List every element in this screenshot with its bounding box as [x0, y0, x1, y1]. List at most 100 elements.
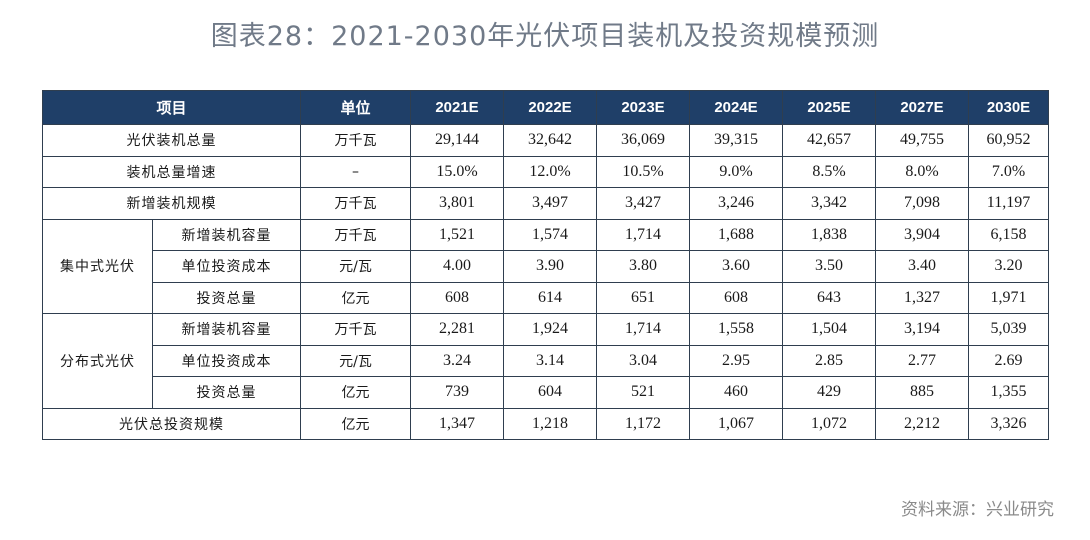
- value-cell: 1,688: [689, 218, 783, 251]
- unit-cell: 万千瓦: [300, 187, 411, 220]
- source-note: 资料来源：兴业研究: [901, 500, 1054, 520]
- row-label: 投资总量: [152, 376, 301, 409]
- value-cell: 1,714: [596, 313, 690, 346]
- value-cell: 3.60: [689, 250, 783, 283]
- value-cell: 7.0%: [968, 155, 1049, 188]
- table-row: 投资总量 亿元 608 614 651 608 643 1,327 1,971: [43, 281, 1049, 314]
- value-cell: 608: [410, 281, 504, 314]
- value-cell: 1,218: [503, 407, 597, 440]
- value-cell: 3,342: [782, 187, 876, 220]
- header-row: 项目 单位 2021E 2022E 2023E 2024E 2025E 2027E 2030E: [42, 90, 1049, 125]
- value-cell: 2,212: [875, 407, 969, 440]
- header-cell: 2024E: [689, 90, 783, 125]
- table-row: 投资总量 亿元 739 604 521 460 429 885 1,355: [43, 376, 1049, 409]
- header-cell: 项目: [42, 90, 301, 125]
- group-label: 分布式光伏: [42, 313, 153, 409]
- value-cell: 651: [596, 281, 690, 314]
- value-cell: 36,069: [596, 124, 690, 157]
- value-cell: 11,197: [968, 187, 1049, 220]
- value-cell: 2,281: [410, 313, 504, 346]
- value-cell: 3,801: [410, 187, 504, 220]
- header-cell: 2025E: [782, 90, 876, 125]
- row-label: 单位投资成本: [152, 344, 301, 377]
- unit-cell: 万千瓦: [300, 313, 411, 346]
- value-cell: 2.69: [968, 344, 1049, 377]
- table-body: 项目 单位 2021E 2022E 2023E 2024E 2025E 2027E 2030E 光…: [42, 90, 1049, 440]
- value-cell: 521: [596, 376, 690, 409]
- value-cell: 1,838: [782, 218, 876, 251]
- unit-cell: –: [300, 155, 411, 188]
- value-cell: 29,144: [410, 124, 504, 157]
- header-cell: 2023E: [596, 90, 690, 125]
- value-cell: 8.5%: [782, 155, 876, 188]
- value-cell: 4.00: [410, 250, 504, 283]
- unit-cell: 亿元: [300, 376, 411, 409]
- table-row: 新增装机规模 万千瓦 3,801 3,497 3,427 3,246 3,342 7,098 1…: [42, 187, 1049, 220]
- forecast-table: 项目 单位 2021E 2022E 2023E 2024E 2025E 2027E 2030E 光…: [42, 90, 1049, 440]
- value-cell: 42,657: [782, 124, 876, 157]
- value-cell: 1,327: [875, 281, 969, 314]
- page-title: 图表28：2021-2030年光伏项目装机及投资规模预测: [210, 21, 880, 52]
- value-cell: 3,326: [968, 407, 1049, 440]
- row-label: 新增装机规模: [42, 187, 301, 220]
- value-cell: 3,427: [596, 187, 690, 220]
- value-cell: 3.50: [782, 250, 876, 283]
- value-cell: 1,521: [410, 218, 504, 251]
- value-cell: 3.80: [596, 250, 690, 283]
- value-cell: 39,315: [689, 124, 783, 157]
- value-cell: 3,194: [875, 313, 969, 346]
- unit-cell: 元/瓦: [300, 250, 411, 283]
- header-cell: 单位: [300, 90, 411, 125]
- header-cell: 2021E: [410, 90, 504, 125]
- value-cell: 614: [503, 281, 597, 314]
- value-cell: 643: [782, 281, 876, 314]
- value-cell: 6,158: [968, 218, 1049, 251]
- row-label: 投资总量: [152, 281, 301, 314]
- unit-cell: 亿元: [300, 281, 411, 314]
- table-row: 集中式光伏 新增装机容量 万千瓦 1,521 1,574 1,714 1,688 1,838 3…: [42, 218, 1049, 314]
- value-cell: 1,714: [596, 218, 690, 251]
- value-cell: 3,497: [503, 187, 597, 220]
- value-cell: 32,642: [503, 124, 597, 157]
- value-cell: 10.5%: [596, 155, 690, 188]
- value-cell: 3.40: [875, 250, 969, 283]
- value-cell: 3,246: [689, 187, 783, 220]
- row-label: 新增装机容量: [152, 218, 301, 251]
- value-cell: 8.0%: [875, 155, 969, 188]
- unit-cell: 万千瓦: [300, 124, 411, 157]
- unit-cell: 亿元: [300, 407, 411, 440]
- table-row: 装机总量增速 –15.0% 12.0% 10.5% 9.0% 8.5% 8.0% 7.0%: [42, 155, 1049, 188]
- value-cell: 3.04: [596, 344, 690, 377]
- row-label: 光伏装机总量: [42, 124, 301, 157]
- value-cell: 3,904: [875, 218, 969, 251]
- value-cell: 5,039: [968, 313, 1049, 346]
- value-cell: 2.85: [782, 344, 876, 377]
- unit-cell: 元/瓦: [300, 344, 411, 377]
- value-cell: 3.20: [968, 250, 1049, 283]
- table-row: 单位投资成本 元/瓦 3.24 3.14 3.04 2.95 2.85 2.77 2.69: [43, 344, 1049, 377]
- table-row: 光伏装机总量 万千瓦 29,144 32,642 36,069 39,315 42,657 4…: [42, 124, 1049, 157]
- value-cell: 3.90: [503, 250, 597, 283]
- value-cell: 9.0%: [689, 155, 783, 188]
- value-cell: 1,504: [782, 313, 876, 346]
- row-label: 光伏总投资规模: [42, 407, 301, 440]
- table-row: 分布式光伏 新增装机容量 万千瓦 2,281 1,924 1,714 1,558 1,504 3…: [42, 313, 1049, 409]
- header-cell: 2030E: [968, 90, 1049, 125]
- value-cell: 608: [689, 281, 783, 314]
- unit-cell: 万千瓦: [300, 218, 411, 251]
- value-cell: 60,952: [968, 124, 1049, 157]
- value-cell: 604: [503, 376, 597, 409]
- header-cell: 2022E: [503, 90, 597, 125]
- value-cell: 460: [689, 376, 783, 409]
- value-cell: 1,172: [596, 407, 690, 440]
- table-row: 单位投资成本 元/瓦 4.00 3.90 3.80 3.60 3.50 3.40 3.20: [43, 250, 1049, 283]
- header-cell: 2027E: [875, 90, 969, 125]
- value-cell: 1,574: [503, 218, 597, 251]
- value-cell: 1,924: [503, 313, 597, 346]
- value-cell: 3.24: [410, 344, 504, 377]
- value-cell: 12.0%: [503, 155, 597, 188]
- value-cell: 1,347: [410, 407, 504, 440]
- value-cell: 885: [875, 376, 969, 409]
- value-cell: 7,098: [875, 187, 969, 220]
- value-cell: 1,558: [689, 313, 783, 346]
